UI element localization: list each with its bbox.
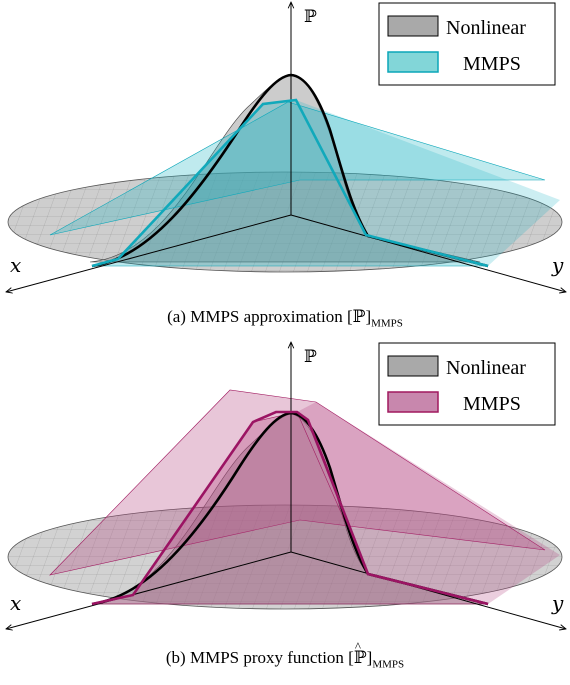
y-axis-label: y [551,253,564,277]
surface-grid [8,172,562,272]
mmps-curve [91,410,489,606]
legend-a: Nonlinear MMPS [378,2,556,86]
y-axis-label: y [551,591,564,615]
mmps-curve [91,98,489,268]
caption-b: (b) MMPS proxy function [ℙ ^]MMPS [165,639,405,671]
legend-label-mmps: MMPS [463,53,521,75]
plot-a: x y ℙ Nonlinear MMPS [0,0,570,340]
mmps-surface-back [49,389,546,576]
x-axis [6,551,292,629]
legend-b: Nonlinear MMPS [378,342,556,426]
x-axis-label: x [10,253,21,277]
panel-a: x y ℙ Nonlinear MMPS (a) MMPS approximat… [0,0,570,340]
panel-b: x y ℙ Nonlinear MMPS (b) MMPS proxy func… [0,340,570,685]
legend-label-nonlinear: Nonlinear [446,357,526,379]
caption-a: (a) MMPS approximation [ℙ]MMPS [167,307,403,330]
legend-swatch-nonlinear [387,15,439,37]
legend-swatch-mmps [387,391,439,413]
mmps-surface-side [297,402,560,604]
plot-b: x y ℙ Nonlinear MMPS [0,340,570,685]
z-axis-label: ℙ [304,347,317,367]
mmps-surface-back [49,101,546,236]
legend-label-nonlinear: Nonlinear [446,17,526,39]
x-axis [6,214,292,292]
legend-swatch-nonlinear [387,355,439,377]
y-axis [290,551,566,629]
surface-grid [8,505,562,609]
y-axis [290,214,566,292]
legend-swatch-mmps [387,51,439,73]
z-axis-label: ℙ [304,7,317,27]
nonlinear-curve [91,73,489,268]
x-axis-label: x [10,591,21,615]
legend-label-mmps: MMPS [463,393,521,415]
